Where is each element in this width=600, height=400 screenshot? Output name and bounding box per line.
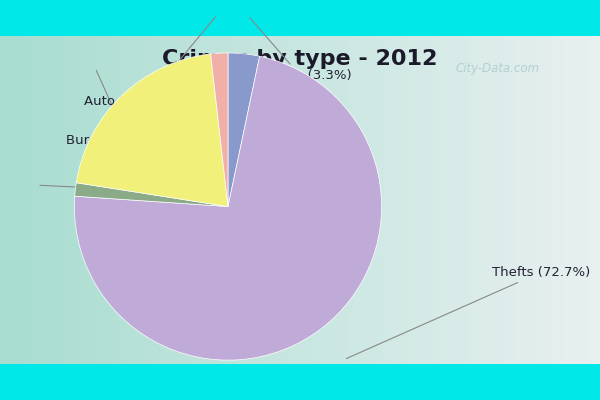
Wedge shape [228,53,260,206]
Text: Thefts (72.7%): Thefts (72.7%) [346,266,590,358]
Wedge shape [211,53,228,206]
Text: Crimes by type - 2012: Crimes by type - 2012 [163,49,437,69]
Wedge shape [75,183,228,206]
Text: City-Data.com: City-Data.com [456,62,540,75]
Wedge shape [74,56,382,360]
Text: Auto thefts (1.8%): Auto thefts (1.8%) [84,17,215,108]
Text: Burglaries (20.7%): Burglaries (20.7%) [66,70,190,148]
Text: Assaults (3.3%): Assaults (3.3%) [248,18,352,82]
Text: Robberies (1.4%): Robberies (1.4%) [40,184,199,197]
Wedge shape [76,54,228,206]
